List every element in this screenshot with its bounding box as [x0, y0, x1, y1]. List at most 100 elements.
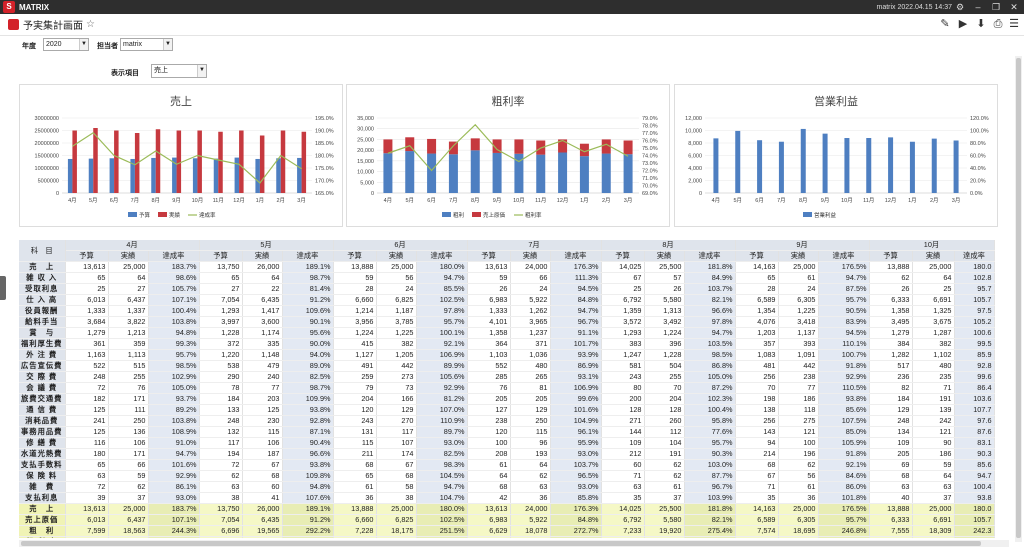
y-tick-label: 12,000: [685, 116, 702, 122]
y2-tick-label: 175.0%: [315, 166, 334, 172]
x-tick-label: 9月: [821, 197, 830, 204]
restore-icon[interactable]: ❐: [991, 2, 1001, 12]
table-cell: 382: [912, 338, 955, 350]
table-cell: 25: [601, 283, 645, 295]
table-cell: 86.8%: [684, 360, 736, 372]
table-cell: 515: [108, 360, 149, 372]
minimize-icon[interactable]: –: [975, 2, 981, 12]
table-row: 売上原価 6,013 6,437 107.1% 7,054 6,435 91.2% 6,660…: [19, 514, 995, 526]
y-tick-label: 35,000: [357, 116, 374, 122]
table-row: 売 上 13,613 25,000 183.7% 13,750 26,000 189.1% 1…: [19, 503, 995, 515]
table-cell: 6,013: [65, 514, 109, 526]
table-cell: 60: [242, 481, 283, 493]
table-cell: 103.7%: [684, 283, 736, 295]
edit-icon[interactable]: ✎: [940, 18, 950, 30]
display-select[interactable]: 売上 ▼: [151, 64, 207, 78]
table-cell: 6,660: [333, 514, 377, 526]
table-row: 外 注 費 1,163 1,113 95.7% 1,220 1,148 94.0% 1,127…: [19, 349, 995, 361]
table-cell: 13,750: [199, 261, 243, 273]
table-cell: 290: [199, 371, 243, 383]
row-label: 雑 費: [19, 481, 66, 493]
table-cell: 1,358: [869, 305, 913, 317]
close-icon[interactable]: ✕: [1010, 2, 1018, 12]
settings-icon[interactable]: ⚙: [955, 2, 965, 12]
x-tick-label: 12月: [885, 197, 897, 204]
row-label: 外 注 費: [19, 349, 66, 361]
row-label: 通 信 費: [19, 404, 66, 416]
table-cell: 58: [376, 481, 417, 493]
vertical-scrollbar[interactable]: [1015, 56, 1022, 542]
table-cell: 184: [199, 393, 243, 405]
y-tick-label: 5,000: [360, 180, 374, 186]
favorite-star-icon[interactable]: ☆: [86, 19, 95, 30]
table-cell: 80: [601, 382, 645, 394]
table-cell: 260: [644, 415, 685, 427]
print-icon[interactable]: ⎙: [993, 18, 1003, 30]
table-cell: 115: [333, 437, 377, 449]
table-cell: 73.2%: [912, 536, 955, 538]
table-cell: 64: [912, 470, 955, 482]
table-cell: 62: [869, 272, 913, 284]
table-cell: 1,287: [912, 327, 955, 339]
table-cell: 242.3: [954, 525, 995, 537]
table-cell: 92.1%: [818, 459, 870, 471]
table-cell: 371: [510, 338, 551, 350]
table-cell: 94.7: [954, 470, 995, 482]
table-cell: 100.4%: [684, 404, 736, 416]
table-cell: 154.7%: [550, 536, 602, 538]
sales-chart: 売上 0 5000000 10000000 15000000 20000000 25000…: [19, 84, 343, 227]
table-cell: 70: [735, 382, 779, 394]
side-panel-handle[interactable]: [0, 276, 6, 300]
table-cell: 13,888: [333, 261, 377, 273]
table-cell: 1,293: [199, 305, 243, 317]
subcol-header: 達成率: [818, 250, 870, 262]
table-cell: 144: [601, 426, 645, 438]
table-cell: 96.1%: [550, 426, 602, 438]
table-cell: 102.5%: [416, 294, 468, 306]
table-cell: 95.7%: [416, 316, 468, 328]
table-cell: 100: [467, 437, 511, 449]
line-達成率: [72, 131, 302, 184]
table-cell: 106.9%: [550, 382, 602, 394]
y-tick-label: 30000000: [35, 116, 59, 122]
horizontal-scrollbar[interactable]: [19, 540, 1009, 547]
table-cell: 68: [467, 481, 511, 493]
table-cell: 361: [65, 338, 109, 350]
table-cell: 189.1%: [282, 261, 334, 273]
y-tick-label: 25,000: [357, 137, 374, 143]
bar-実績: [72, 130, 77, 193]
filter-bar: 年度 2020 ▼ 担当者 matrix ▼: [0, 38, 1000, 52]
table-cell: 96.5%: [550, 470, 602, 482]
y-tick-label: 20,000: [357, 148, 374, 154]
run-icon[interactable]: ▶: [958, 18, 968, 30]
table-cell: 99.6: [954, 371, 995, 383]
table-cell: 208: [467, 448, 511, 460]
download-icon[interactable]: ⬇: [976, 18, 986, 30]
table-cell: 84.6%: [818, 470, 870, 482]
table-cell: 1,224: [644, 327, 685, 339]
table-cell: 552: [467, 360, 511, 372]
table-cell: 90.3%: [684, 448, 736, 460]
table-cell: 94: [735, 437, 779, 449]
table-cell: 335: [242, 338, 283, 350]
table-cell: 103.0%: [684, 459, 736, 471]
table-cell: 63: [199, 481, 243, 493]
year-select[interactable]: 2020 ▼: [43, 38, 89, 51]
table-cell: 205: [510, 393, 551, 405]
table-row: 旅費交通費 182 171 93.7% 184 203 109.9% 204 166 81.2% 2…: [19, 393, 995, 405]
table-cell: 98.6%: [148, 272, 200, 284]
table-cell: 121: [778, 426, 819, 438]
table-cell: 1,213: [108, 327, 149, 339]
subcol-header: 予算: [735, 250, 779, 262]
table-cell: 7,555: [869, 525, 913, 537]
bar-売上原価: [405, 137, 415, 152]
row-label: 粗 利: [19, 525, 66, 537]
menu-icon[interactable]: ☰: [1009, 18, 1019, 30]
table-cell: 1,083: [735, 349, 779, 361]
table-cell: 3,785: [376, 316, 417, 328]
person-select[interactable]: matrix ▼: [120, 38, 173, 51]
table-cell: 204: [333, 393, 377, 405]
bar-営業利益: [953, 140, 959, 193]
subcol-header: 達成率: [282, 250, 334, 262]
legend-label: 予算: [139, 211, 151, 219]
